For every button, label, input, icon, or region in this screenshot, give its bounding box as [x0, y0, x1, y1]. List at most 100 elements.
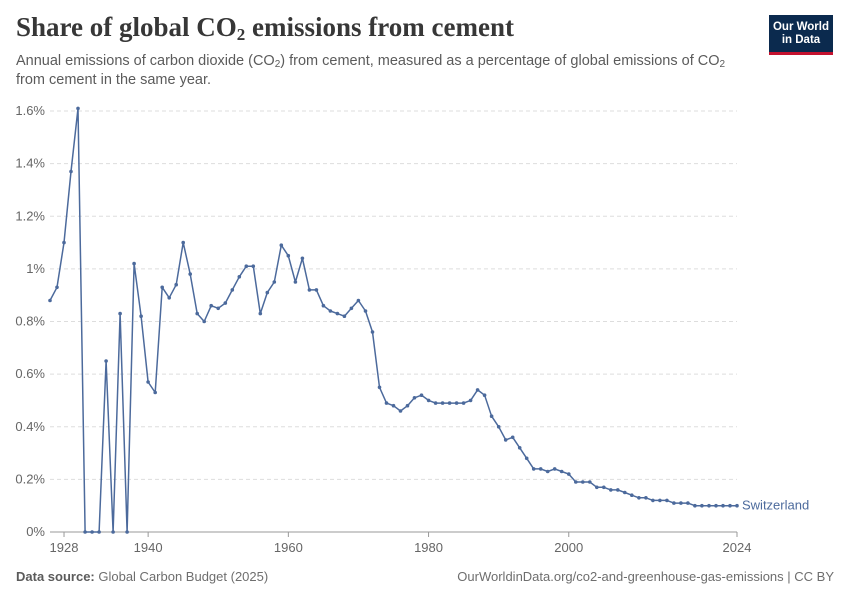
subtitle-subscript-2: 2	[719, 59, 726, 70]
data-point	[48, 298, 52, 303]
data-point	[363, 309, 368, 313]
data-point	[510, 435, 515, 440]
data-point	[433, 401, 438, 405]
data-point	[552, 467, 557, 471]
data-point	[146, 380, 150, 384]
data-point	[377, 385, 382, 390]
data-point	[545, 469, 550, 474]
data-point	[405, 403, 410, 408]
data-point	[496, 425, 501, 429]
data-point	[581, 480, 585, 484]
data-point	[237, 275, 242, 279]
data-point	[314, 288, 319, 292]
data-point	[195, 311, 199, 316]
data-point	[55, 285, 59, 290]
data-point	[188, 272, 192, 276]
y-tick-label: 0.8%	[15, 314, 45, 329]
data-point	[181, 240, 185, 245]
data-point	[707, 503, 711, 508]
data-point	[679, 501, 683, 505]
data-source: Data source: Global Carbon Budget (2025)	[16, 569, 268, 584]
data-point	[398, 409, 403, 413]
data-point	[567, 472, 571, 476]
title-subscript: 2	[236, 25, 246, 44]
data-point	[700, 503, 704, 508]
data-point	[230, 288, 235, 292]
y-tick-label: 1%	[26, 261, 45, 276]
y-tick-label: 1.2%	[15, 208, 45, 223]
data-point	[524, 456, 529, 461]
data-point	[426, 398, 431, 403]
data-point	[517, 446, 522, 450]
data-point	[503, 438, 508, 442]
x-tick-label: 2000	[554, 540, 583, 555]
data-point	[651, 498, 655, 503]
data-point	[693, 503, 697, 508]
data-point	[139, 314, 143, 319]
data-point	[630, 493, 634, 498]
title-main: Share of global CO	[16, 12, 237, 42]
data-point	[440, 401, 445, 405]
data-point	[307, 288, 312, 292]
data-point	[721, 503, 725, 508]
data-source-label: Data source:	[16, 569, 95, 584]
data-point	[616, 488, 620, 492]
data-point	[335, 311, 340, 316]
data-point	[174, 282, 178, 287]
x-tick-label: 2024	[723, 540, 752, 555]
data-point	[62, 240, 66, 245]
y-tick-label: 1.4%	[15, 156, 45, 171]
data-point	[69, 169, 73, 174]
owid-logo[interactable]: Our World in Data	[769, 15, 833, 55]
data-point	[286, 253, 291, 258]
data-point	[167, 296, 171, 300]
data-point	[595, 485, 599, 490]
subtitle-part-3: from cement in the same year.	[16, 72, 212, 88]
data-point	[623, 490, 627, 495]
x-tick-label: 1980	[414, 540, 443, 555]
data-point	[602, 485, 606, 490]
data-point	[468, 398, 473, 403]
chart-subtitle: Annual emissions of carbon dioxide (CO2)…	[16, 52, 746, 90]
data-point	[90, 530, 94, 534]
data-point	[588, 480, 592, 484]
data-point	[735, 503, 739, 508]
data-point	[356, 298, 361, 303]
data-point	[83, 530, 87, 534]
data-point	[609, 488, 613, 492]
data-point	[370, 330, 375, 334]
y-tick-label: 0.4%	[15, 419, 45, 434]
data-point	[538, 467, 543, 471]
subtitle-part-1: Annual emissions of carbon dioxide (CO	[16, 53, 275, 69]
x-tick-label: 1940	[134, 540, 163, 555]
y-tick-label: 0.2%	[15, 471, 45, 486]
data-point	[202, 319, 206, 324]
subtitle-subscript-1: 2	[274, 59, 281, 70]
data-point	[482, 393, 487, 398]
data-point	[328, 309, 333, 313]
data-point	[714, 503, 718, 508]
series-line	[49, 107, 737, 533]
data-point	[153, 390, 157, 395]
data-point	[454, 401, 459, 405]
data-point	[665, 498, 669, 503]
data-point	[97, 530, 101, 534]
data-point	[272, 280, 277, 284]
y-tick-label: 0%	[26, 524, 45, 539]
data-point	[251, 264, 256, 269]
data-point	[475, 388, 480, 392]
data-point	[559, 469, 564, 474]
data-point	[104, 359, 108, 363]
footer-link[interactable]: OurWorldinData.org/co2-and-greenhouse-ga…	[457, 569, 834, 584]
data-point	[132, 261, 136, 266]
data-point	[223, 301, 228, 305]
logo-line-1: Our World	[772, 20, 829, 33]
data-point	[412, 396, 417, 400]
data-point	[637, 496, 641, 500]
data-point	[672, 501, 676, 505]
data-point	[321, 303, 326, 308]
data-point	[489, 414, 494, 419]
data-point	[216, 306, 220, 311]
y-tick-label: 1.6%	[15, 103, 45, 118]
